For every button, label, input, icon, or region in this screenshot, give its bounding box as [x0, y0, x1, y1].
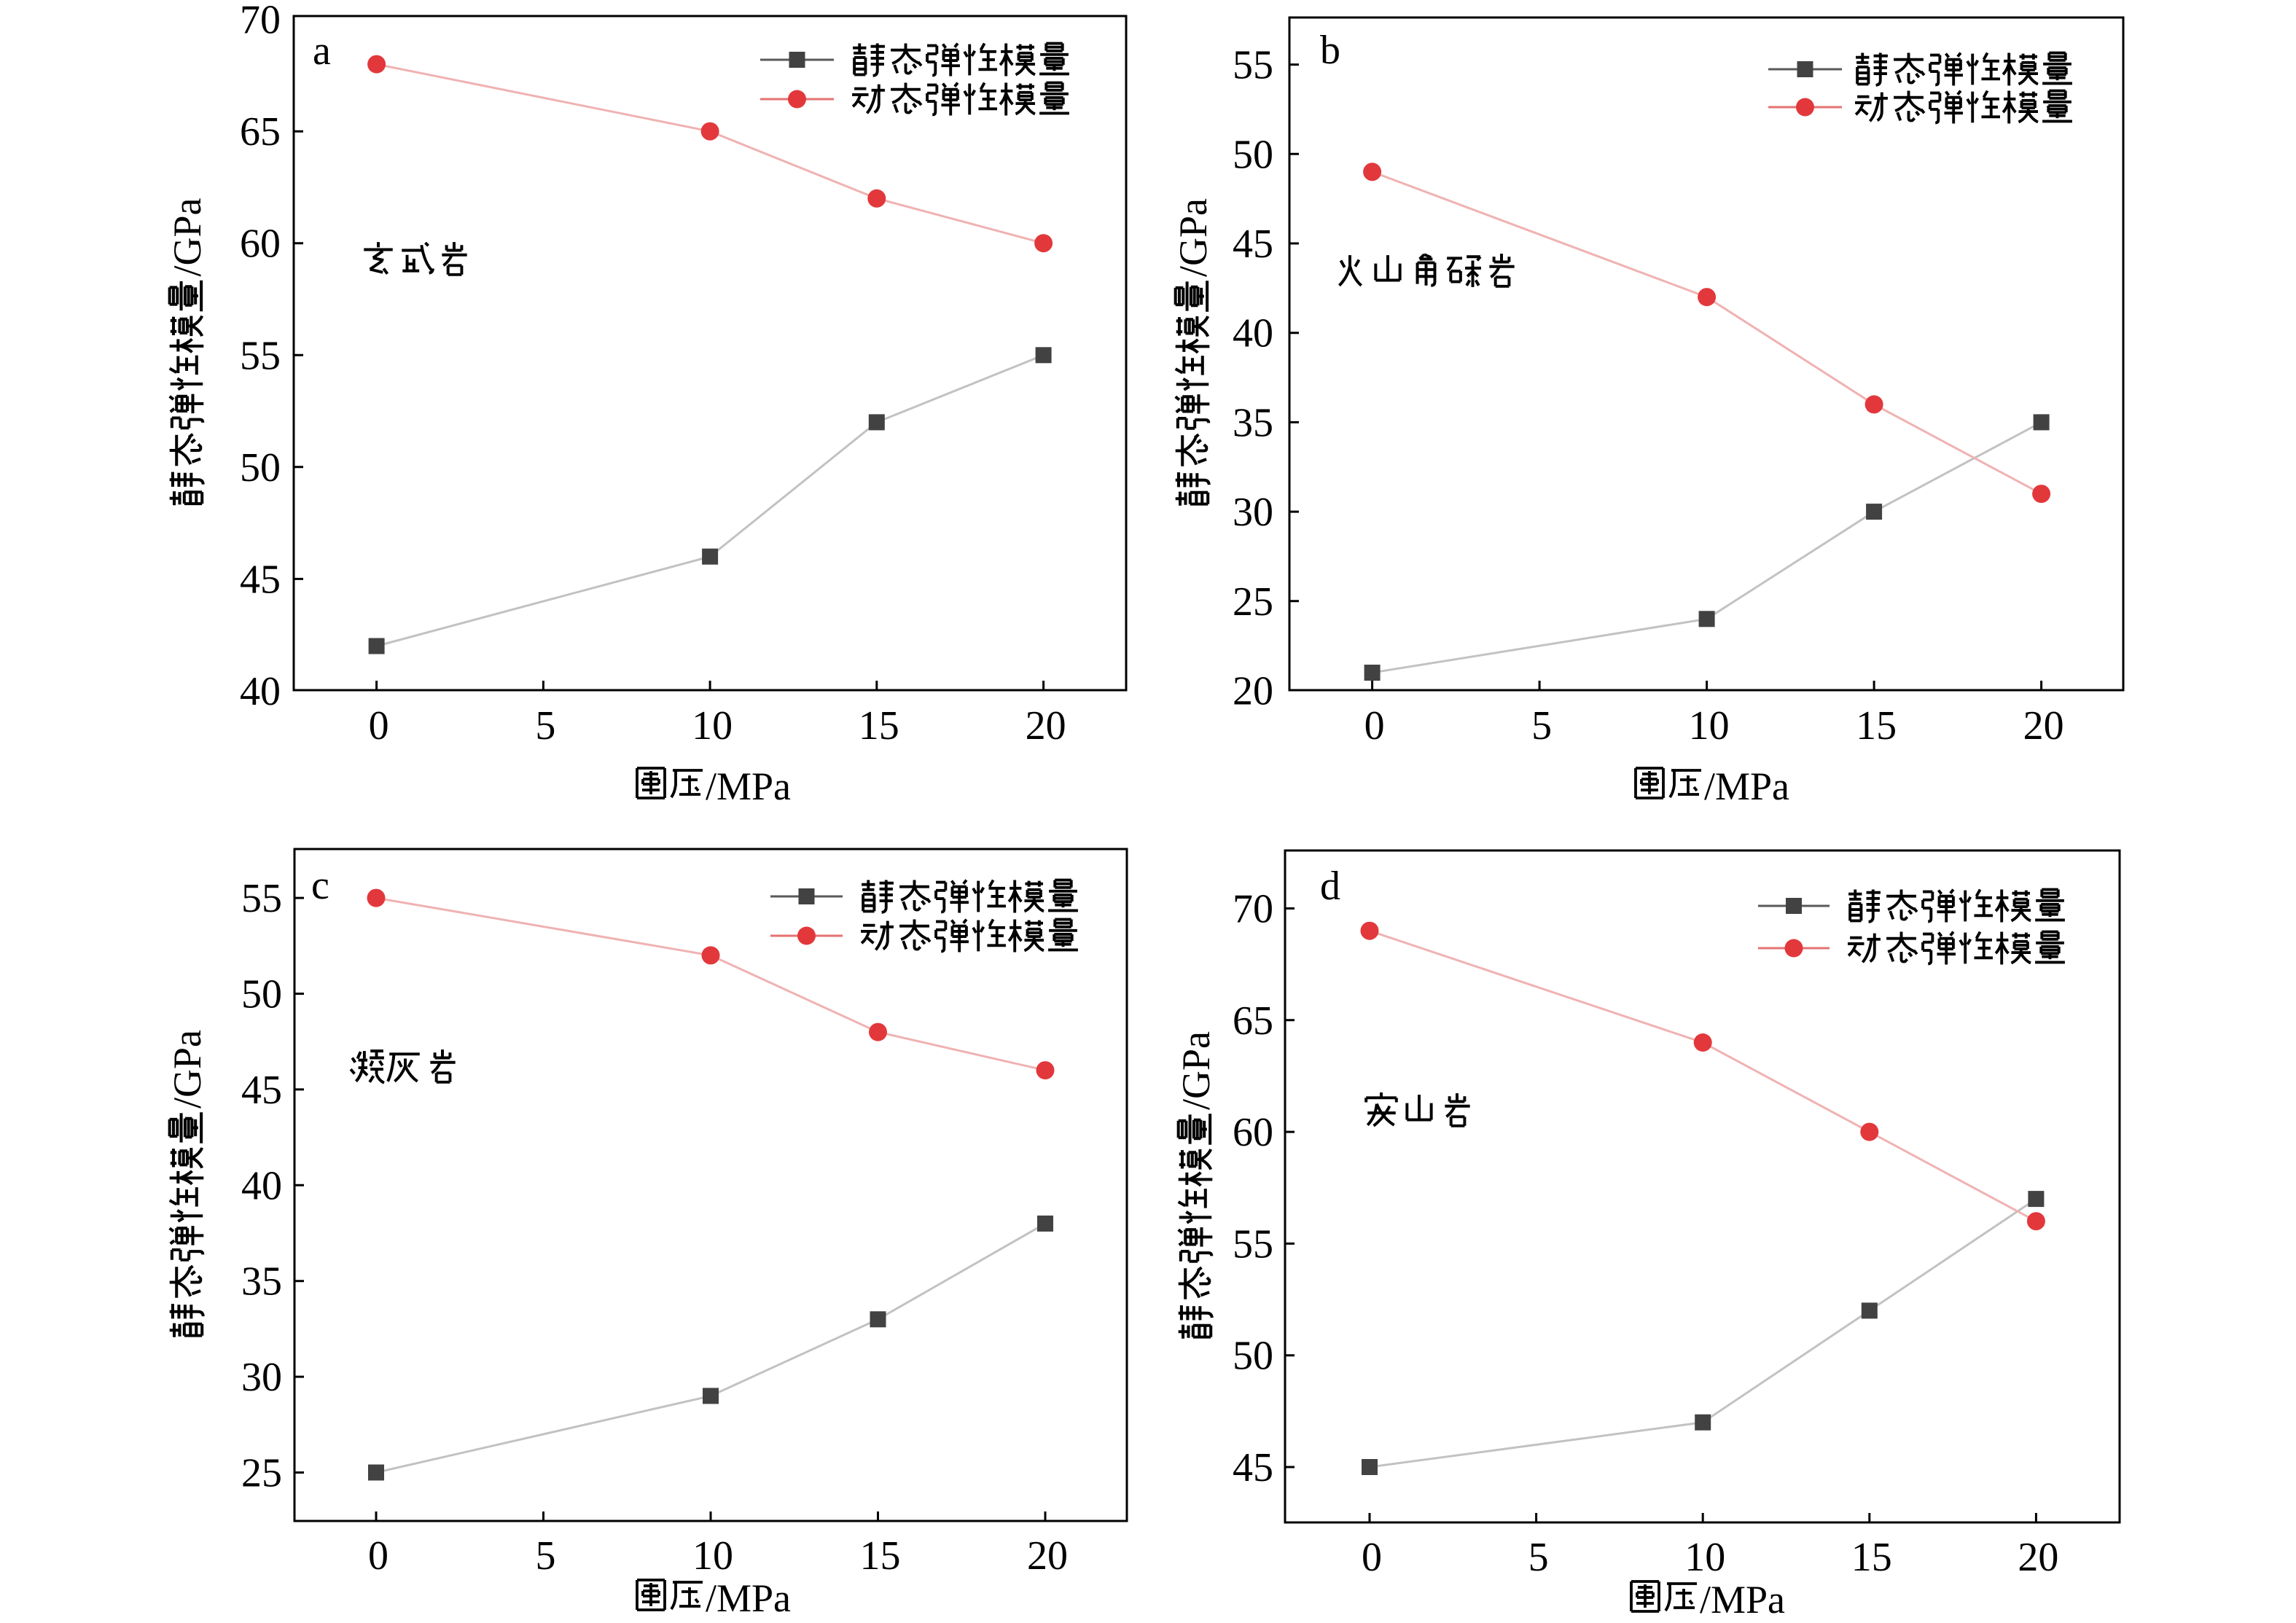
- svg-text:50: 50: [240, 445, 281, 490]
- svg-text:20: 20: [1026, 703, 1066, 748]
- svg-text:35: 35: [1233, 400, 1273, 445]
- svg-text:/MPa: /MPa: [706, 764, 791, 808]
- svg-text:/MPa: /MPa: [1704, 764, 1789, 808]
- svg-text:70: 70: [240, 0, 281, 43]
- svg-text:5: 5: [535, 703, 555, 748]
- svg-text:0: 0: [1362, 1535, 1382, 1580]
- svg-text:65: 65: [240, 109, 281, 155]
- svg-text:50: 50: [1233, 1334, 1273, 1379]
- svg-text:15: 15: [1851, 1535, 1892, 1580]
- svg-text:5: 5: [536, 1533, 556, 1579]
- svg-text:/GPa: /GPa: [1174, 1031, 1218, 1110]
- svg-text:45: 45: [1233, 222, 1273, 267]
- svg-text:55: 55: [241, 876, 282, 921]
- svg-text:/GPa: /GPa: [165, 1030, 209, 1108]
- svg-text:45: 45: [241, 1068, 282, 1113]
- svg-text:60: 60: [240, 222, 281, 267]
- svg-text:55: 55: [240, 333, 281, 378]
- svg-text:15: 15: [859, 703, 899, 748]
- svg-text:65: 65: [1233, 998, 1273, 1044]
- svg-text:/MPa: /MPa: [706, 1576, 791, 1620]
- svg-text:10: 10: [692, 703, 733, 748]
- svg-text:55: 55: [1233, 1221, 1273, 1267]
- svg-text:20: 20: [1027, 1533, 1068, 1579]
- svg-text:0: 0: [1364, 703, 1385, 748]
- svg-text:b: b: [1320, 28, 1340, 73]
- svg-text:35: 35: [241, 1259, 282, 1305]
- svg-text:0: 0: [368, 1533, 388, 1579]
- svg-text:45: 45: [1233, 1445, 1273, 1490]
- svg-text:25: 25: [241, 1451, 282, 1496]
- svg-text:50: 50: [1233, 132, 1273, 177]
- svg-text:30: 30: [1233, 490, 1273, 535]
- svg-text:40: 40: [1233, 311, 1273, 356]
- svg-text:25: 25: [1233, 579, 1273, 625]
- svg-text:0: 0: [369, 703, 389, 748]
- svg-text:20: 20: [2018, 1535, 2058, 1580]
- svg-text:c: c: [311, 863, 329, 908]
- svg-text:50: 50: [241, 972, 282, 1017]
- svg-text:10: 10: [692, 1533, 733, 1579]
- svg-text:d: d: [1320, 864, 1340, 909]
- svg-text:15: 15: [1856, 703, 1897, 748]
- svg-text:20: 20: [2023, 703, 2064, 748]
- svg-text:5: 5: [1531, 703, 1552, 748]
- svg-text:40: 40: [240, 669, 281, 714]
- svg-text:60: 60: [1233, 1110, 1273, 1155]
- svg-text:/GPa: /GPa: [165, 198, 209, 276]
- svg-text:a: a: [313, 28, 331, 74]
- svg-text:30: 30: [241, 1355, 282, 1400]
- svg-text:10: 10: [1684, 1535, 1725, 1580]
- svg-text:15: 15: [860, 1533, 901, 1579]
- svg-text:20: 20: [1233, 669, 1273, 714]
- svg-text:55: 55: [1233, 43, 1273, 88]
- svg-text:45: 45: [240, 557, 281, 602]
- svg-text:70: 70: [1233, 887, 1273, 932]
- svg-text:5: 5: [1528, 1535, 1549, 1580]
- svg-text:/MPa: /MPa: [1700, 1578, 1785, 1622]
- svg-text:10: 10: [1689, 703, 1730, 748]
- svg-text:40: 40: [241, 1163, 282, 1208]
- svg-text:/GPa: /GPa: [1171, 198, 1215, 277]
